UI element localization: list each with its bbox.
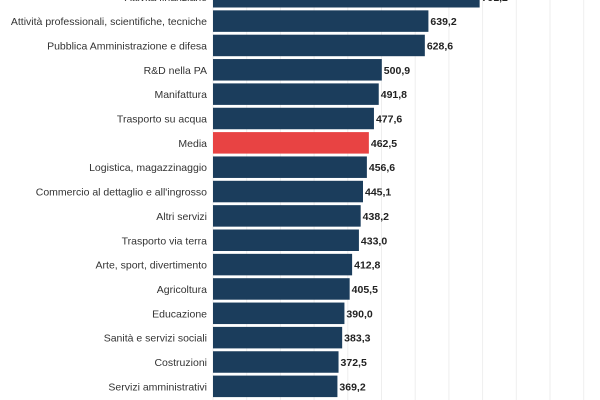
bar <box>213 10 429 32</box>
category-label: R&D nella PA <box>144 65 207 77</box>
value-label: 390,0 <box>346 308 372 320</box>
category-label: Manifattura <box>154 89 207 101</box>
category-label: Costruzioni <box>154 357 207 369</box>
category-label: Trasporto via terra <box>122 235 208 247</box>
category-label: Altri servizi <box>156 211 207 223</box>
value-label: 433,0 <box>361 235 387 247</box>
value-label: 405,5 <box>352 284 378 296</box>
bar <box>213 351 339 373</box>
value-label: 412,8 <box>354 260 380 272</box>
bar <box>213 278 350 300</box>
value-label: 372,5 <box>341 357 367 369</box>
value-label: 369,2 <box>339 381 365 393</box>
category-label: Commercio al dettaglio e all'ingrosso <box>36 187 207 199</box>
category-label: Pubblica Amministrazione e difesa <box>47 40 207 52</box>
bar <box>213 83 379 105</box>
bar <box>213 229 359 251</box>
category-label: Media <box>178 138 207 150</box>
bar <box>213 34 425 57</box>
value-label: 438,2 <box>363 211 389 223</box>
value-label: 500,9 <box>384 65 410 77</box>
bar <box>213 326 343 349</box>
category-label: Attività finanziarie <box>125 0 207 4</box>
category-label: Logistica, magazzinaggio <box>89 162 207 174</box>
category-label: Agricoltura <box>157 284 207 296</box>
bar <box>213 107 374 130</box>
value-label: 639,2 <box>430 16 456 28</box>
category-label: Attività professionali, scientifiche, te… <box>11 16 207 28</box>
bar <box>213 302 345 325</box>
bar <box>213 375 338 398</box>
bar <box>213 132 369 154</box>
bar <box>213 59 382 81</box>
category-label: Arte, sport, divertimento <box>96 260 208 272</box>
category-label: Sanità e servizi sociali <box>104 333 207 345</box>
bar <box>213 156 367 178</box>
category-label: Trasporto su acqua <box>117 114 207 126</box>
value-label: 628,6 <box>427 40 453 52</box>
category-label: Educazione <box>152 308 207 320</box>
value-label: 477,6 <box>376 114 402 126</box>
value-label: 462,5 <box>371 138 397 150</box>
value-label: 491,8 <box>381 89 407 101</box>
value-label: 445,1 <box>365 187 391 199</box>
bar <box>213 253 353 276</box>
category-label: Servizi amministrativi <box>108 381 207 393</box>
bar <box>213 205 361 227</box>
bar <box>213 0 480 8</box>
value-label: 791,2 <box>482 0 508 4</box>
value-label: 456,6 <box>369 162 395 174</box>
value-label: 383,3 <box>344 333 370 345</box>
bar <box>213 180 363 203</box>
